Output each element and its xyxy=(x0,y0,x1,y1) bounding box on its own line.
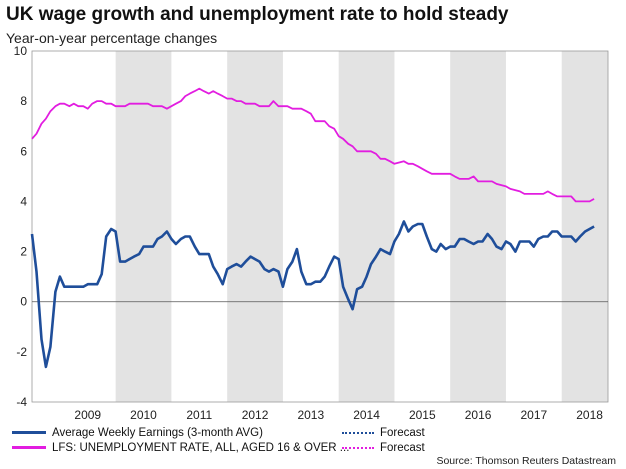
y-tick-label: -4 xyxy=(16,395,27,409)
earnings-series-line xyxy=(30,220,595,369)
y-tick-label: 0 xyxy=(20,295,27,309)
x-tick-label: 2012 xyxy=(242,408,269,422)
y-tick-label: 2 xyxy=(20,245,27,259)
legend-swatch-earnings xyxy=(12,431,46,435)
y-tick-label: 6 xyxy=(20,144,27,158)
y-tick-label: 4 xyxy=(20,194,27,208)
x-tick-label: 2018 xyxy=(576,408,603,422)
x-tick-label: 2016 xyxy=(465,408,492,422)
legend-label-earnings: Average Weekly Earnings (3-month AVG) xyxy=(52,427,263,439)
series-lines xyxy=(30,87,595,369)
shade-band-2014 xyxy=(338,51,395,402)
x-tick-label: 2011 xyxy=(186,408,212,422)
legend-item-unemployment-forecast: Forecast xyxy=(342,442,425,454)
shade-band-2016 xyxy=(450,51,506,402)
legend-item-earnings: Average Weekly Earnings (3-month AVG) xyxy=(12,427,263,439)
chart-subtitle: Year-on-year percentage changes xyxy=(6,30,218,46)
x-tick-label: 2015 xyxy=(409,408,436,422)
x-tick-label: 2009 xyxy=(74,408,101,422)
x-tick-label: 2014 xyxy=(353,408,380,422)
x-tick-label: 2010 xyxy=(130,408,157,422)
x-axis-ticks: 2009 2010 2011 2012 2013 2014 2015 2016 2017 2018 xyxy=(74,408,603,422)
legend-label-earnings-forecast: Forecast xyxy=(380,427,425,439)
legend-swatch-unemployment xyxy=(12,446,46,450)
shaded-year-bands xyxy=(115,51,608,402)
shade-band-2018 xyxy=(561,51,608,402)
legend-swatch-unemployment-forecast xyxy=(342,446,374,449)
chart-title: UK wage growth and unemployment rate to … xyxy=(6,4,509,25)
legend-item-earnings-forecast: Forecast xyxy=(342,427,425,439)
x-tick-label: 2013 xyxy=(297,408,324,422)
y-axis-ticks: 10 8 6 4 2 0 -2 -4 xyxy=(14,44,28,409)
legend-label-unemployment-forecast: Forecast xyxy=(380,442,425,454)
source-note: Source: Thomson Reuters Datastream xyxy=(436,455,616,467)
plot-frame xyxy=(31,50,609,403)
legend-swatch-earnings-forecast xyxy=(342,431,374,434)
y-tick-label: -2 xyxy=(16,345,27,359)
x-tick-label: 2017 xyxy=(520,408,547,422)
shade-band-2012 xyxy=(227,51,283,402)
legend-label-unemployment: LFS: UNEMPLOYMENT RATE, ALL, AGED 16 & O… xyxy=(52,442,350,454)
unemployment-series-line xyxy=(31,87,595,203)
y-tick-label: 8 xyxy=(20,94,27,108)
legend-item-unemployment: LFS: UNEMPLOYMENT RATE, ALL, AGED 16 & O… xyxy=(12,442,349,454)
y-tick-label: 10 xyxy=(14,44,28,58)
shade-band-2010 xyxy=(115,51,172,402)
